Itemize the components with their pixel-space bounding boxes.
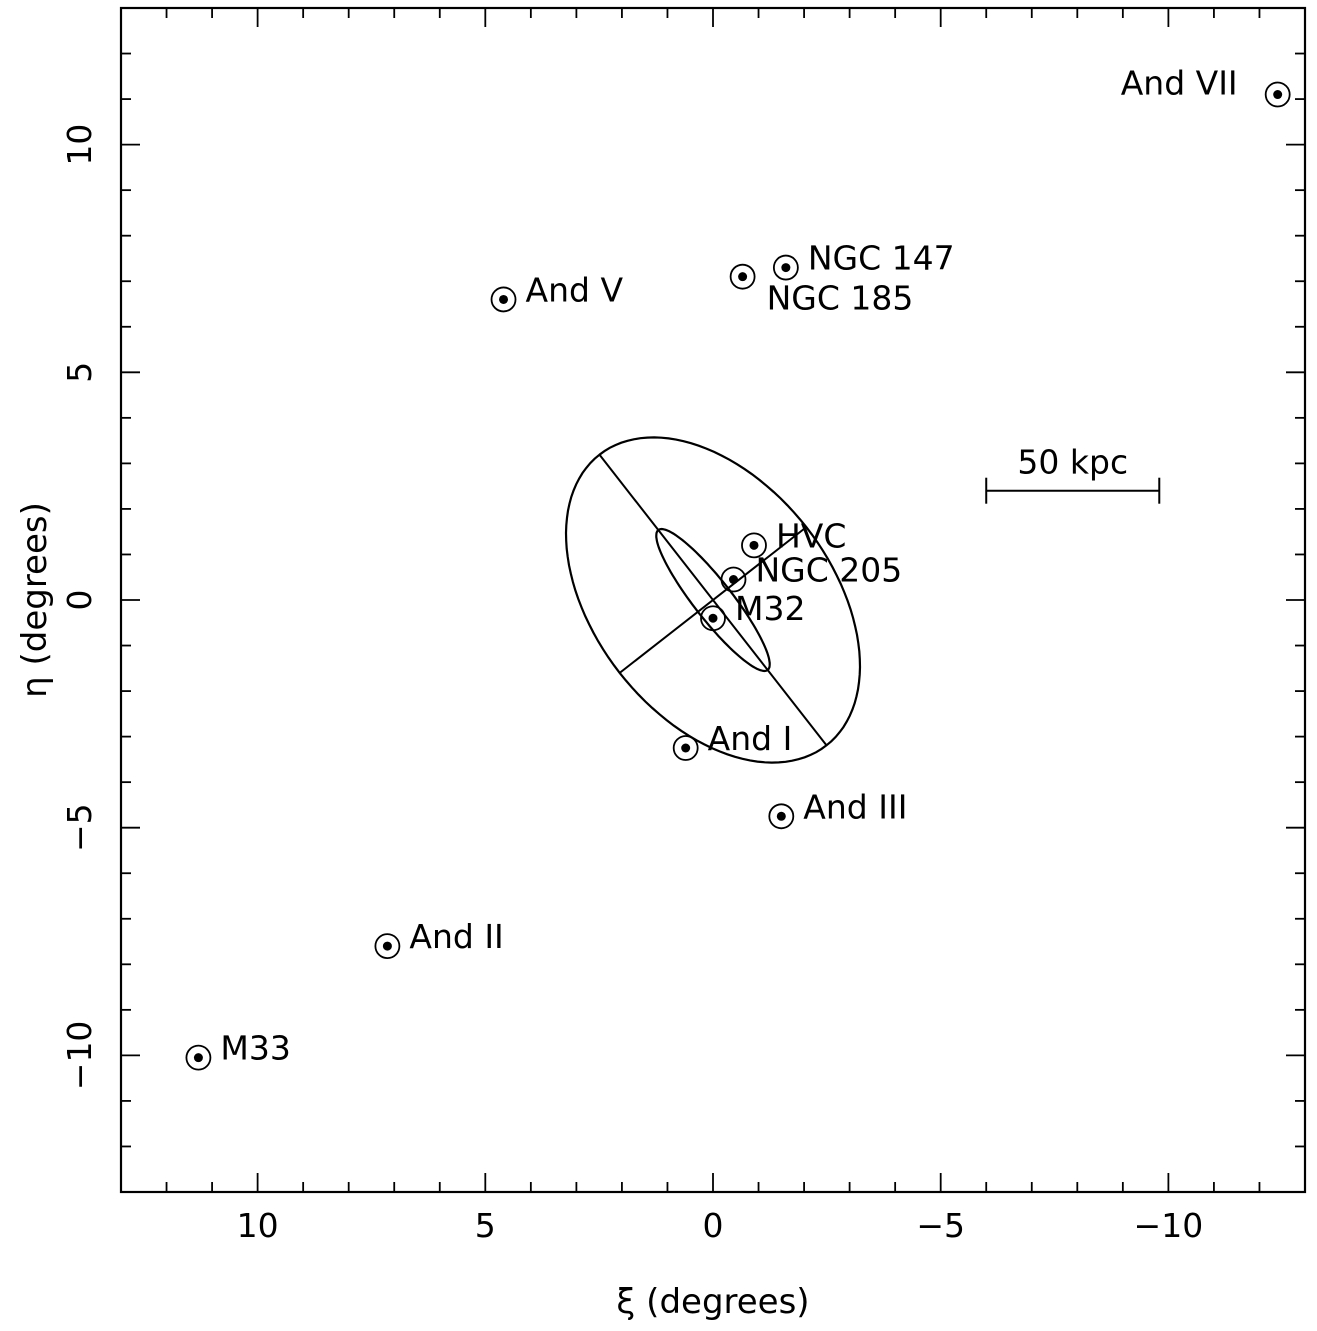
point-ring bbox=[185, 1044, 212, 1071]
scale-bar-label: 50 kpc bbox=[1017, 443, 1128, 482]
point-ring bbox=[672, 735, 699, 761]
point-dot bbox=[708, 613, 718, 623]
scale-bar: 50 kpc bbox=[985, 443, 1161, 504]
tick-labels: 10 5 0 −5 −10 10 5 0 −5 −10 bbox=[60, 124, 1203, 1245]
point-ring bbox=[741, 532, 767, 559]
y-tick-label: −10 bbox=[60, 1021, 99, 1091]
point-dot bbox=[776, 811, 786, 821]
point-label: M32 bbox=[735, 589, 805, 628]
point-label: And II bbox=[409, 917, 503, 956]
point-ring bbox=[720, 566, 747, 593]
point-label: And III bbox=[803, 787, 907, 826]
x-tick-label: 5 bbox=[475, 1206, 496, 1245]
x-tick-label: −5 bbox=[916, 1206, 965, 1245]
point-dot bbox=[738, 272, 748, 282]
point-ring bbox=[768, 803, 795, 830]
x-axis-title: ξ (degrees) bbox=[616, 1282, 809, 1322]
point-dot bbox=[749, 540, 759, 550]
andromeda-ellipses bbox=[564, 436, 862, 764]
inner-ellipse bbox=[655, 527, 771, 673]
x-tick-label: 10 bbox=[237, 1206, 279, 1245]
y-axis-title: η (degrees) bbox=[15, 502, 55, 698]
y-tick-label: 5 bbox=[60, 362, 99, 383]
point-ring bbox=[729, 263, 756, 290]
point-ring bbox=[700, 605, 726, 632]
x-tick-label: 0 bbox=[703, 1206, 724, 1245]
x-tick-label: −10 bbox=[1134, 1206, 1204, 1245]
point-ring bbox=[374, 933, 401, 959]
point-label: And I bbox=[708, 719, 793, 758]
y-tick-label: 0 bbox=[60, 590, 99, 611]
y-tick-label: −5 bbox=[60, 803, 99, 852]
point-dot bbox=[1273, 90, 1283, 100]
point-dot bbox=[193, 1053, 203, 1063]
point-dot bbox=[681, 743, 691, 753]
minor-axis-line bbox=[619, 526, 807, 674]
point-label: NGC 185 bbox=[767, 279, 914, 318]
point-label: NGC 147 bbox=[808, 239, 955, 278]
point-ring bbox=[772, 254, 799, 281]
axis-ticks bbox=[120, 7, 1306, 1193]
point-dot bbox=[781, 263, 791, 273]
point-ring bbox=[490, 286, 517, 313]
point-label: And VII bbox=[1121, 64, 1238, 103]
point-label: And V bbox=[526, 270, 624, 309]
point-label: NGC 205 bbox=[755, 551, 902, 590]
point-dot bbox=[382, 941, 392, 951]
point-label: HVC bbox=[776, 516, 846, 555]
point-label: M33 bbox=[220, 1029, 290, 1068]
point-dot bbox=[728, 575, 738, 585]
point-ring bbox=[1264, 81, 1291, 108]
y-tick-label: 10 bbox=[60, 124, 99, 166]
point-dot bbox=[499, 294, 509, 304]
